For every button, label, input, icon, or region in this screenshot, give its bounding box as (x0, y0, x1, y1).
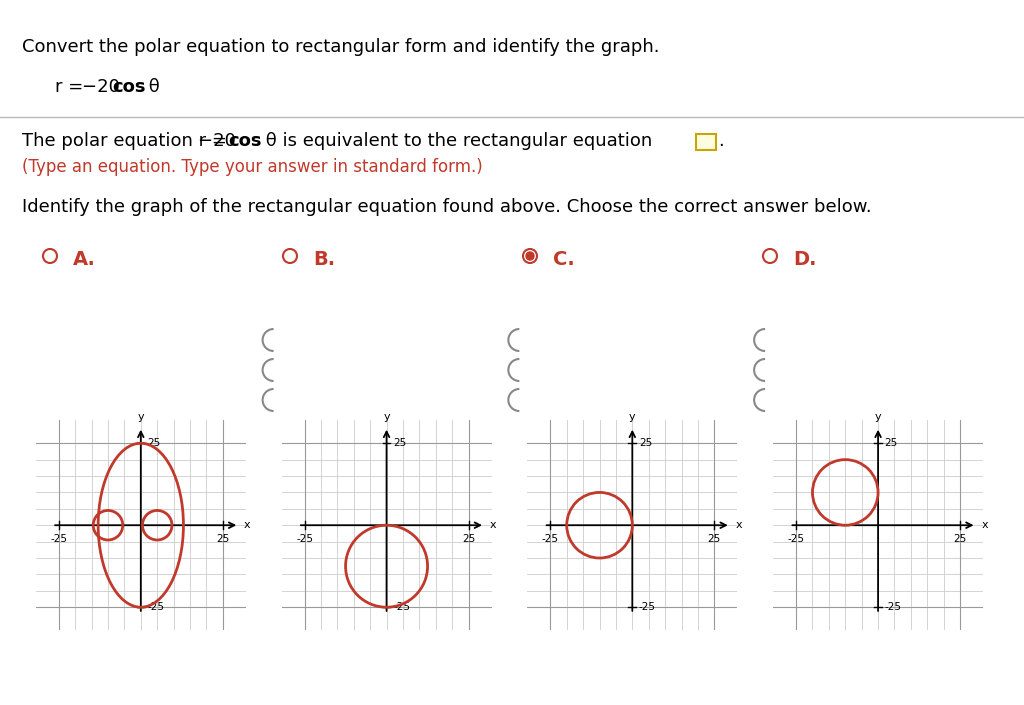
Text: Convert the polar equation to rectangular form and identify the graph.: Convert the polar equation to rectangula… (22, 38, 659, 56)
Text: y: y (137, 412, 144, 422)
Text: θ is equivalent to the rectangular equation: θ is equivalent to the rectangular equat… (260, 132, 652, 150)
Text: y: y (874, 412, 882, 422)
Text: -25: -25 (885, 602, 902, 612)
Text: y: y (629, 412, 636, 422)
Text: 25: 25 (953, 534, 967, 544)
Text: 25: 25 (216, 534, 229, 544)
Circle shape (526, 252, 534, 260)
Text: -25: -25 (393, 602, 411, 612)
Text: -25: -25 (639, 602, 656, 612)
Text: 25: 25 (885, 439, 898, 448)
Text: cos: cos (228, 132, 261, 150)
Text: .: . (718, 132, 724, 150)
Text: B.: B. (313, 250, 335, 269)
Text: -25: -25 (787, 534, 805, 544)
Text: The polar equation r =: The polar equation r = (22, 132, 232, 150)
Text: θ: θ (143, 78, 160, 96)
Text: 25: 25 (393, 439, 407, 448)
Text: −20: −20 (198, 132, 242, 150)
Text: -25: -25 (50, 534, 68, 544)
Text: r =: r = (55, 78, 89, 96)
Text: -25: -25 (147, 602, 165, 612)
Text: A.: A. (73, 250, 96, 269)
Text: -25: -25 (542, 534, 559, 544)
FancyBboxPatch shape (696, 134, 716, 150)
Text: −20: −20 (82, 78, 126, 96)
Text: D.: D. (793, 250, 816, 269)
Text: y: y (383, 412, 390, 422)
Text: cos: cos (112, 78, 145, 96)
Text: x: x (981, 520, 988, 530)
Text: x: x (244, 520, 251, 530)
Text: -25: -25 (296, 534, 313, 544)
Text: 25: 25 (708, 534, 721, 544)
Text: 25: 25 (147, 439, 161, 448)
Text: 25: 25 (462, 534, 475, 544)
Text: C.: C. (553, 250, 574, 269)
Text: 25: 25 (639, 439, 652, 448)
Text: Identify the graph of the rectangular equation found above. Choose the correct a: Identify the graph of the rectangular eq… (22, 198, 871, 216)
Text: (Type an equation. Type your answer in standard form.): (Type an equation. Type your answer in s… (22, 158, 482, 176)
Text: x: x (735, 520, 742, 530)
Text: x: x (489, 520, 497, 530)
